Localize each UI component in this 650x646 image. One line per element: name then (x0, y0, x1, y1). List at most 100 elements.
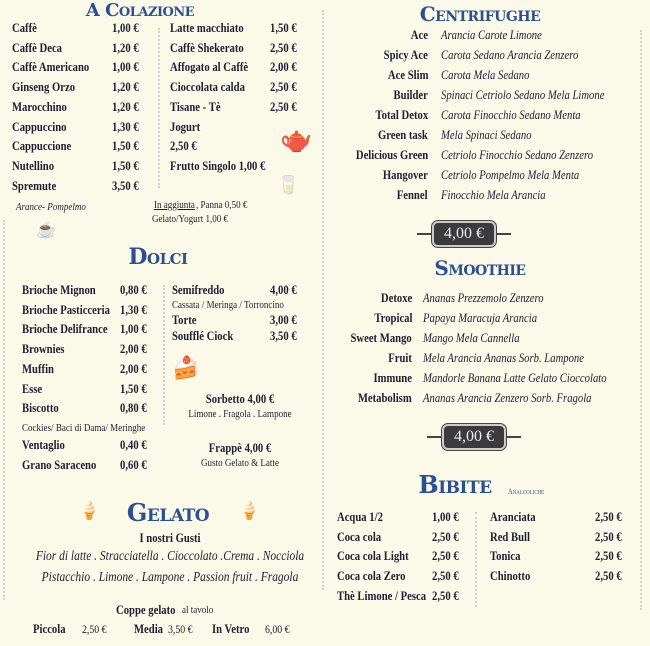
gelato-flavours: Fior di latte . Stracciatella . Cioccola… (35, 549, 305, 564)
dolci-item-price: 3,50 € (270, 328, 297, 343)
centrifuga-ingredients: Carota Finocchio Sedano Menta (441, 107, 581, 122)
bibita-name: Coca cola Zero (337, 568, 406, 584)
centrifuga-name: Ace Slim (387, 67, 428, 82)
gelato-size-price: 3,50 € (168, 622, 193, 636)
centrifuga-ingredients: Cetriolo Finocchio Sedano Zenzero (441, 147, 594, 162)
colazione-item-name: Marocchino (12, 98, 67, 114)
dolci-item-price: 0,40 € (120, 437, 147, 452)
colazione-item-price: 1,20 € (112, 79, 139, 95)
dolci-item-name: Soufflé Ciock (172, 328, 234, 343)
colazione-note: Arance- Pompelmo (16, 201, 86, 213)
centrifuga-ingredients: Arancia Carote Limone (441, 27, 542, 42)
border-decoration (322, 10, 330, 590)
centrifuga-ingredients: Carota Mela Sedano (441, 67, 530, 82)
smoothie-name: Metabolism (358, 390, 412, 405)
bibite-subtitle: Analcoliche (508, 487, 545, 496)
bibita-name: Acqua 1/2 (337, 509, 383, 524)
colazione-item-name: Caffè Deca (12, 39, 63, 55)
colazione-item-name: Cioccolata calda (170, 79, 245, 95)
colazione-item-price: 1,00 € (112, 59, 139, 75)
colazione-item-price: 1,50 € (112, 138, 139, 154)
dolci-item-name: Brioche Pasticceria (22, 301, 110, 317)
bibita-name: Red Bull (490, 528, 530, 544)
centrifuga-name: Fennel (397, 187, 428, 202)
colazione-item-price: 2,50 € (270, 98, 297, 114)
bibita-price: 2,50 € (595, 568, 622, 584)
centrifuga-ingredients: Carota Sedano Arancia Zenzero (441, 47, 579, 62)
bibita-price: 2,50 € (432, 587, 459, 603)
gelato-subtitle: I nostri Gusti (139, 530, 201, 545)
colazione-item-name: Caffè Shekerato (170, 39, 244, 55)
bibita-price: 2,50 € (595, 509, 622, 524)
bibita-name: Coca cola Light (337, 548, 409, 564)
colazione-item-name: Ginseng Orzo (12, 79, 76, 95)
dolci-item-name: Brioche Delifrance (22, 321, 108, 337)
dolci-item-name: Biscotto (22, 400, 59, 416)
cake-slice-icon: 🍰 (172, 355, 200, 380)
frappe-note: Gusto Gelato & Latte (201, 457, 279, 469)
colazione-item-name: Frutto Singolo 1,00 € (170, 157, 266, 173)
colazione-item-name: Affogato al Caffè (170, 59, 249, 75)
colazione-item-price: 1,50 € (270, 20, 297, 35)
ice-cream-icon: 🍦 (238, 500, 261, 520)
dolci-item-name: Brownies (22, 341, 65, 357)
colazione-item-price: 1,30 € (112, 118, 139, 134)
smoothie-ingredients: Ananas Arancia Zenzero Sorb. Fragola (423, 390, 592, 405)
colazione-item-name: Latte macchiato (170, 20, 244, 35)
biscotto-note: Cockies/ Baci di Dama/ Meringhe (22, 422, 146, 434)
smoothie-name: Immune (373, 370, 412, 385)
dolci-item-price: 1,50 € (120, 380, 147, 396)
smoothie-name: Fruit (388, 350, 412, 365)
semifreddo-name: Semifreddo (172, 282, 225, 297)
semifreddo-note: Cassata / Meringa / Torroncino (172, 299, 284, 311)
section-title-colazione: A Colazione (85, 0, 195, 21)
colazione-item-price: 2,50 € (270, 79, 297, 95)
bibita-name: Thè Limone / Pesca (337, 587, 427, 603)
centrifughe-price-badge: 4,00 € (417, 221, 511, 247)
sorbetto-note: Limone . Fragola . Lampone (188, 408, 292, 420)
coppe-gelato-label: Coppe gelato (116, 602, 176, 617)
dolci-item-price: 0,80 € (120, 400, 147, 416)
centrifuga-name: Delicious Green (355, 147, 428, 162)
centrifuga-name: Hangover (382, 167, 428, 182)
smoothie-name: Tropical (373, 310, 412, 325)
dolci-item-name: Muffin (22, 360, 54, 376)
bibita-price: 2,50 € (432, 568, 459, 584)
colazione-item-name: Spremute (12, 177, 57, 193)
gelato-size-name: Piccola (33, 621, 66, 636)
divider (158, 28, 166, 188)
smoothie-ingredients: Ananas Prezzemolo Zenzero (423, 290, 544, 305)
bibita-name: Chinotto (490, 568, 531, 584)
smoothie-ingredients: Mela Arancia Ananas Sorb. Lampone (423, 350, 584, 365)
dolci-item-name: Esse (22, 380, 43, 396)
border-decoration (640, 30, 648, 610)
colazione-item-name: Nutellino (12, 157, 55, 173)
dolci-item-name: Brioche Mignon (22, 282, 96, 297)
sorbetto: Sorbetto 4,00 € (205, 391, 275, 406)
dolci-item-price: 1,30 € (120, 301, 147, 317)
frappe: Frappè 4,00 € (208, 440, 272, 455)
teapot-icon: 🫖 (280, 125, 313, 154)
divider (163, 285, 171, 425)
section-title-dolci: Dolci (128, 244, 188, 270)
gelato-size-name: In Vetro (212, 621, 250, 636)
smoothie-price-badge: 4,00 € (427, 424, 521, 450)
dolci-item-price: 2,00 € (120, 360, 147, 376)
colazione-item-name: Cappuccino (12, 118, 67, 134)
gelato-size-name: Media (134, 621, 164, 636)
centrifuga-name: Builder (393, 87, 428, 102)
colazione-item-price: 3,50 € (112, 177, 139, 193)
colazione-item-name: Cappuccione (12, 138, 72, 154)
extra-panna: , Panna 0,50 € (196, 199, 248, 211)
coppe-gelato-note: al tavolo (182, 604, 214, 616)
dolci-item-name: Grano Saraceno (22, 456, 97, 472)
smoothie-name: Sweet Mango (350, 330, 412, 345)
bibita-name: Coca cola (337, 528, 382, 544)
colazione-item-price: 1,20 € (112, 98, 139, 114)
centrifuga-name: Spicy Ace (383, 47, 428, 62)
smoothie-name: Detoxe (380, 290, 412, 305)
dolci-item-price: 0,60 € (120, 456, 147, 472)
dolci-item-name: Ventaglio (22, 437, 65, 452)
centrifuga-name: Green task (378, 127, 428, 142)
